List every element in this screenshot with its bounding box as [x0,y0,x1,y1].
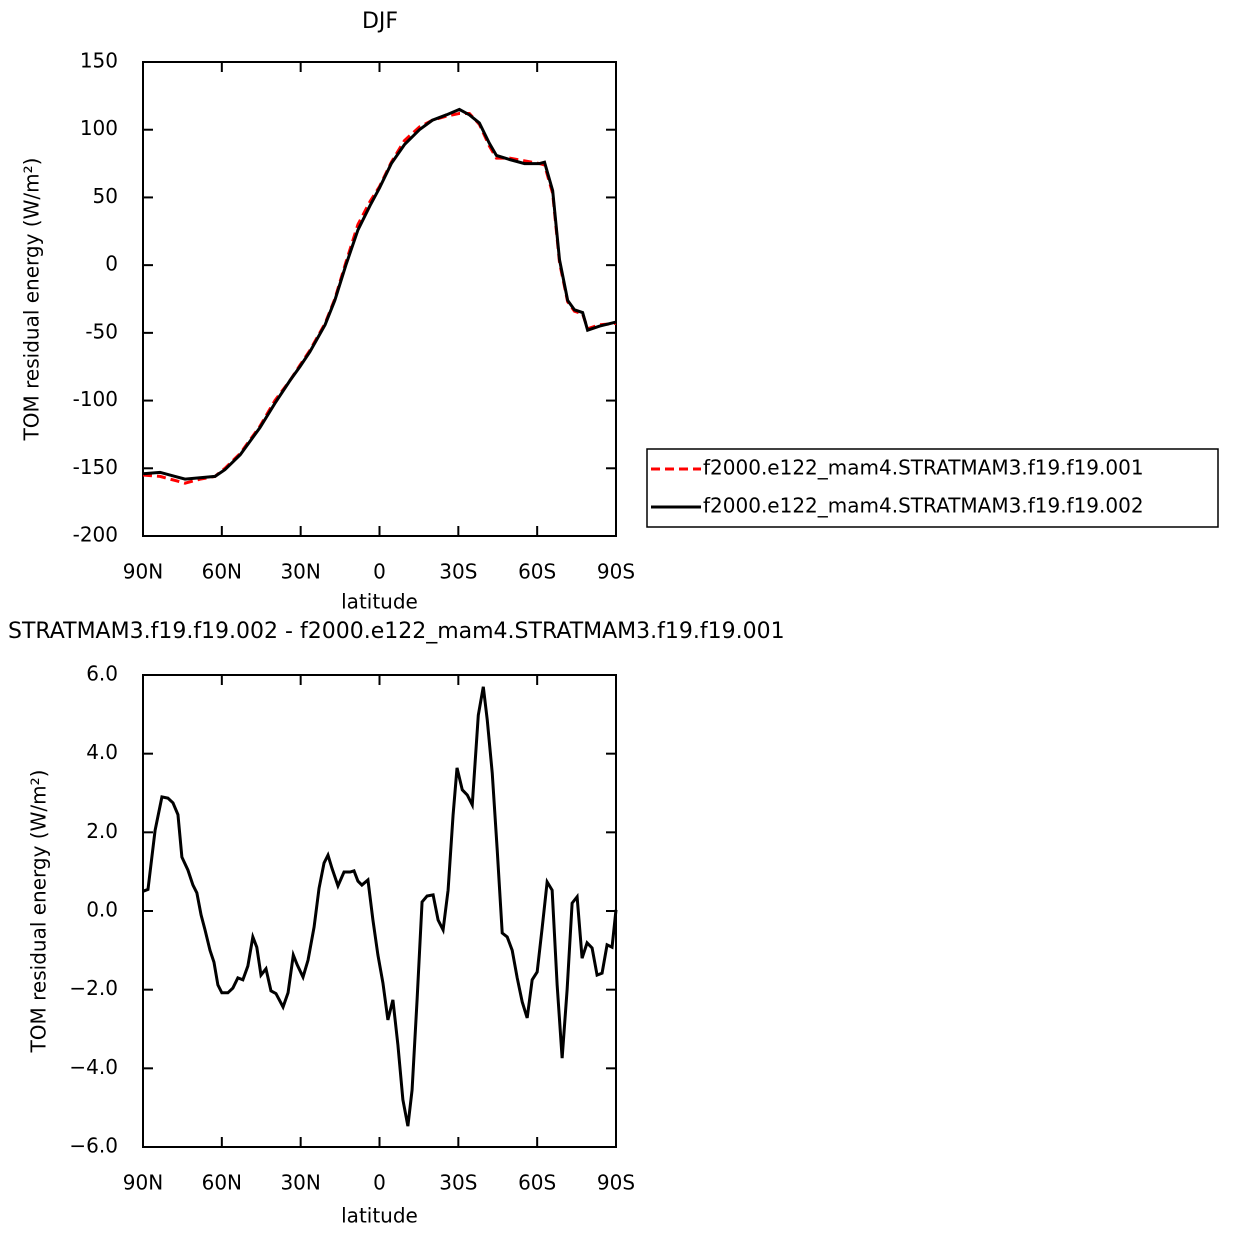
y-tick-label: 4.0 [86,740,118,764]
x-tick-label: 90S [597,1171,635,1195]
legend-label: f2000.e122_mam4.STRATMAM3.f19.f19.001 [703,456,1144,480]
chart-title: STRATMAM3.f19.f19.002 - f2000.e122_mam4.… [8,619,785,644]
x-axis-label: latitude [341,1204,418,1228]
x-tick-label: 60N [202,1171,242,1195]
x-tick-label: 90N [123,560,163,584]
x-tick-label: 60S [518,1171,556,1195]
y-tick-label: -100 [73,387,118,411]
y-tick-label: 150 [80,49,118,73]
chart-title: DJF [362,9,398,34]
x-tick-label: 30S [439,560,477,584]
y-tick-label: -200 [73,523,118,547]
data-line [142,686,618,1127]
x-tick-label: 60N [202,560,242,584]
x-tick-label: 30N [280,1171,320,1195]
x-tick-label: 60S [518,560,556,584]
data-line [142,107,617,481]
x-axis-label: latitude [341,590,418,614]
y-tick-label: -150 [73,455,118,479]
y-tick-label: 0.0 [86,898,118,922]
y-axis-label: TOM residual energy (W/m²) [20,158,44,442]
y-tick-label: 100 [80,116,118,140]
y-tick-label: -50 [85,319,118,343]
y-tick-label: −2.0 [69,976,118,1000]
x-tick-label: 0 [373,560,386,584]
y-tick-label: 0 [105,252,118,276]
legend-label: f2000.e122_mam4.STRATMAM3.f19.f19.002 [703,494,1144,518]
y-axis-label: TOM residual energy (W/m²) [27,770,51,1054]
legend-box [646,448,1219,528]
x-tick-label: 90S [597,560,635,584]
plot-frame [142,61,617,537]
y-tick-label: −4.0 [69,1055,118,1079]
y-tick-label: 50 [93,184,118,208]
y-tick-label: −6.0 [69,1134,118,1158]
y-tick-label: 6.0 [86,662,118,686]
x-tick-label: 0 [373,1171,386,1195]
x-tick-label: 90N [123,1171,163,1195]
x-tick-label: 30N [280,560,320,584]
x-tick-label: 30S [439,1171,477,1195]
y-tick-label: 2.0 [86,819,118,843]
